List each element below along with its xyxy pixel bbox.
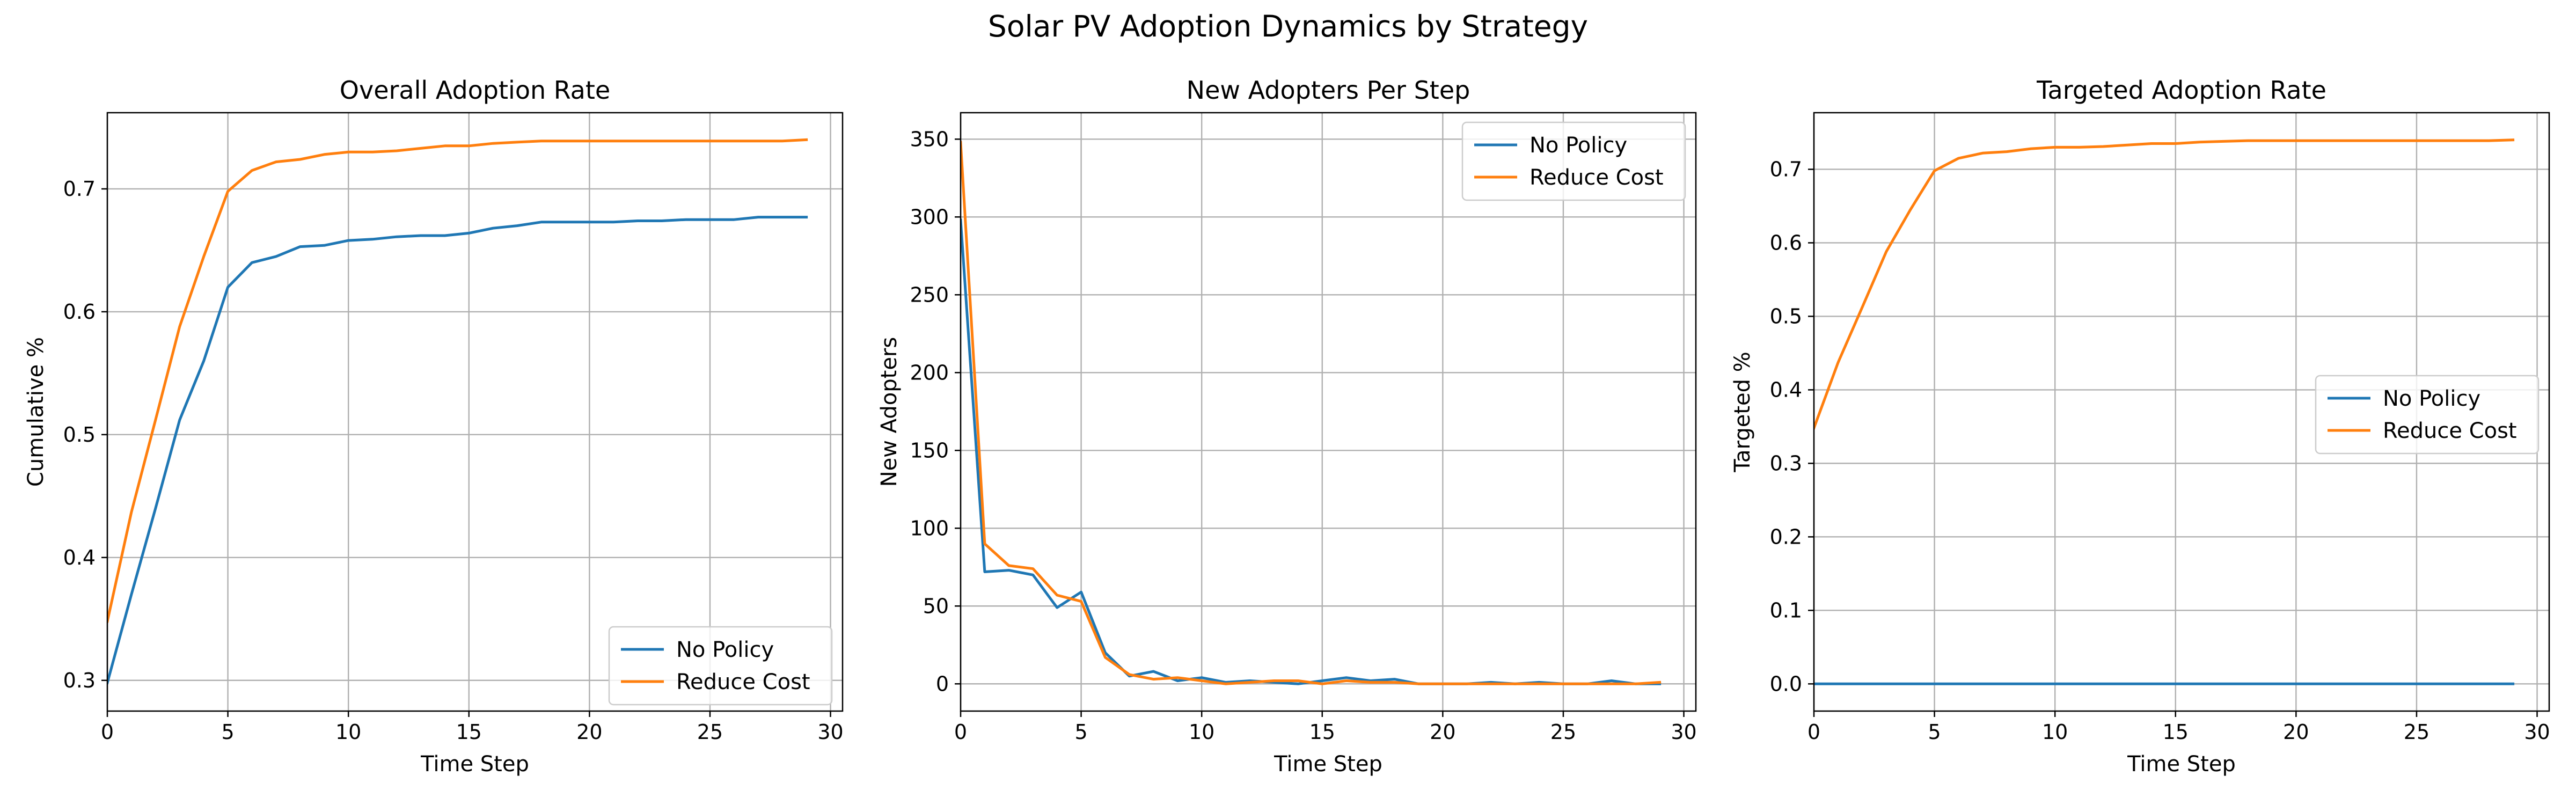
legend-label-no-policy: No Policy [676, 638, 774, 662]
axes-frame [106, 112, 844, 712]
x-tick-label: 20 [2283, 720, 2309, 744]
x-tick-label: 20 [576, 720, 602, 744]
chart-panel-3: 0 5 10 15 20 25 30 0.0 0.1 0.2 0.3 0.4 0.5 0.6 0.7 Targ… [1730, 76, 2550, 777]
x-axis-label: Time Step [1274, 752, 1382, 777]
y-tick-label: 50 [923, 594, 949, 618]
chart-title: Overall Adoption Rate [340, 76, 610, 105]
x-tick-label: 0 [954, 720, 967, 744]
x-tick-label: 5 [1928, 720, 1941, 744]
x-tick-label: 30 [817, 720, 843, 744]
x-tick-label: 15 [2163, 720, 2189, 744]
y-tick-label: 150 [910, 438, 949, 462]
y-tick-label: 200 [910, 361, 949, 384]
legend-label-reduce-cost: Reduce Cost [2383, 419, 2517, 443]
y-tick-label: 0.2 [1770, 525, 1802, 548]
y-axis-label: New Adopters [877, 337, 902, 487]
chart-panels: 0 5 10 15 20 25 30 0.3 0.4 0.5 0.6 0.7 Overall Adopt… [24, 76, 2550, 777]
x-tick-label: 25 [697, 720, 723, 744]
y-tick-label: 0.4 [1770, 378, 1802, 401]
series-line-reduce-cost [107, 138, 808, 623]
chart-panel-1: 0 5 10 15 20 25 30 0.3 0.4 0.5 0.6 0.7 Overall Adopt… [24, 76, 844, 777]
y-tick-label: 0.7 [63, 177, 96, 201]
axes-frame [960, 112, 1697, 712]
y-tick-label: 300 [910, 205, 949, 229]
y-tick-label: 0.1 [1770, 598, 1802, 622]
chart-title: Targeted Adoption Rate [2036, 76, 2326, 105]
legend: No Policy Reduce Cost [1461, 121, 1686, 201]
y-tick-label: 350 [910, 127, 949, 151]
x-tick-label: 30 [2524, 720, 2550, 744]
figure-title: Solar PV Adoption Dynamics by Strategy [988, 9, 1588, 43]
chart-title: New Adopters Per Step [1187, 76, 1470, 105]
x-tick-label: 0 [1807, 720, 1820, 744]
series-line-no-policy [107, 216, 808, 685]
x-tick-label: 0 [101, 720, 114, 744]
y-tick-label: 0.7 [1770, 157, 1802, 181]
series-line-reduce-cost [961, 141, 1662, 685]
x-tick-label: 25 [1550, 720, 1576, 744]
y-tick-label: 0.5 [63, 423, 96, 447]
x-tick-label: 5 [1074, 720, 1087, 744]
axes-frame [1813, 112, 2550, 712]
y-axis-label: Cumulative % [24, 337, 48, 487]
legend-label-reduce-cost: Reduce Cost [676, 670, 810, 694]
x-tick-label: 25 [2404, 720, 2429, 744]
legend-box [1461, 121, 1686, 201]
y-tick-label: 0 [936, 672, 949, 696]
x-tick-label: 15 [456, 720, 482, 744]
x-axis-label: Time Step [2127, 752, 2236, 777]
y-tick-label: 100 [910, 516, 949, 540]
x-tick-label: 30 [1671, 720, 1696, 744]
legend-label-no-policy: No Policy [2383, 386, 2480, 411]
x-tick-label: 10 [335, 720, 361, 744]
legend: No Policy Reduce Cost [2315, 375, 2540, 455]
legend-box [608, 626, 833, 706]
y-tick-label: 0.5 [1770, 304, 1802, 328]
y-tick-label: 0.3 [63, 669, 96, 692]
x-axis-label: Time Step [420, 752, 529, 777]
y-tick-label: 0.4 [63, 546, 96, 569]
legend-box [2315, 375, 2540, 455]
legend: No Policy Reduce Cost [608, 626, 833, 706]
y-tick-label: 0.3 [1770, 451, 1802, 475]
legend-label-reduce-cost: Reduce Cost [1529, 165, 1664, 190]
x-tick-label: 10 [1189, 720, 1214, 744]
legend-label-no-policy: No Policy [1529, 133, 1627, 158]
x-tick-label: 5 [221, 720, 234, 744]
x-tick-label: 10 [2042, 720, 2068, 744]
y-tick-label: 0.6 [1770, 231, 1802, 254]
y-axis-label: Targeted % [1730, 352, 1755, 472]
y-tick-label: 0.6 [63, 300, 96, 324]
y-tick-label: 250 [910, 283, 949, 306]
y-tick-label: 0.0 [1770, 672, 1802, 696]
x-tick-label: 20 [1430, 720, 1455, 744]
x-tick-label: 15 [1309, 720, 1335, 744]
series-line-reduce-cost [1814, 138, 2515, 430]
